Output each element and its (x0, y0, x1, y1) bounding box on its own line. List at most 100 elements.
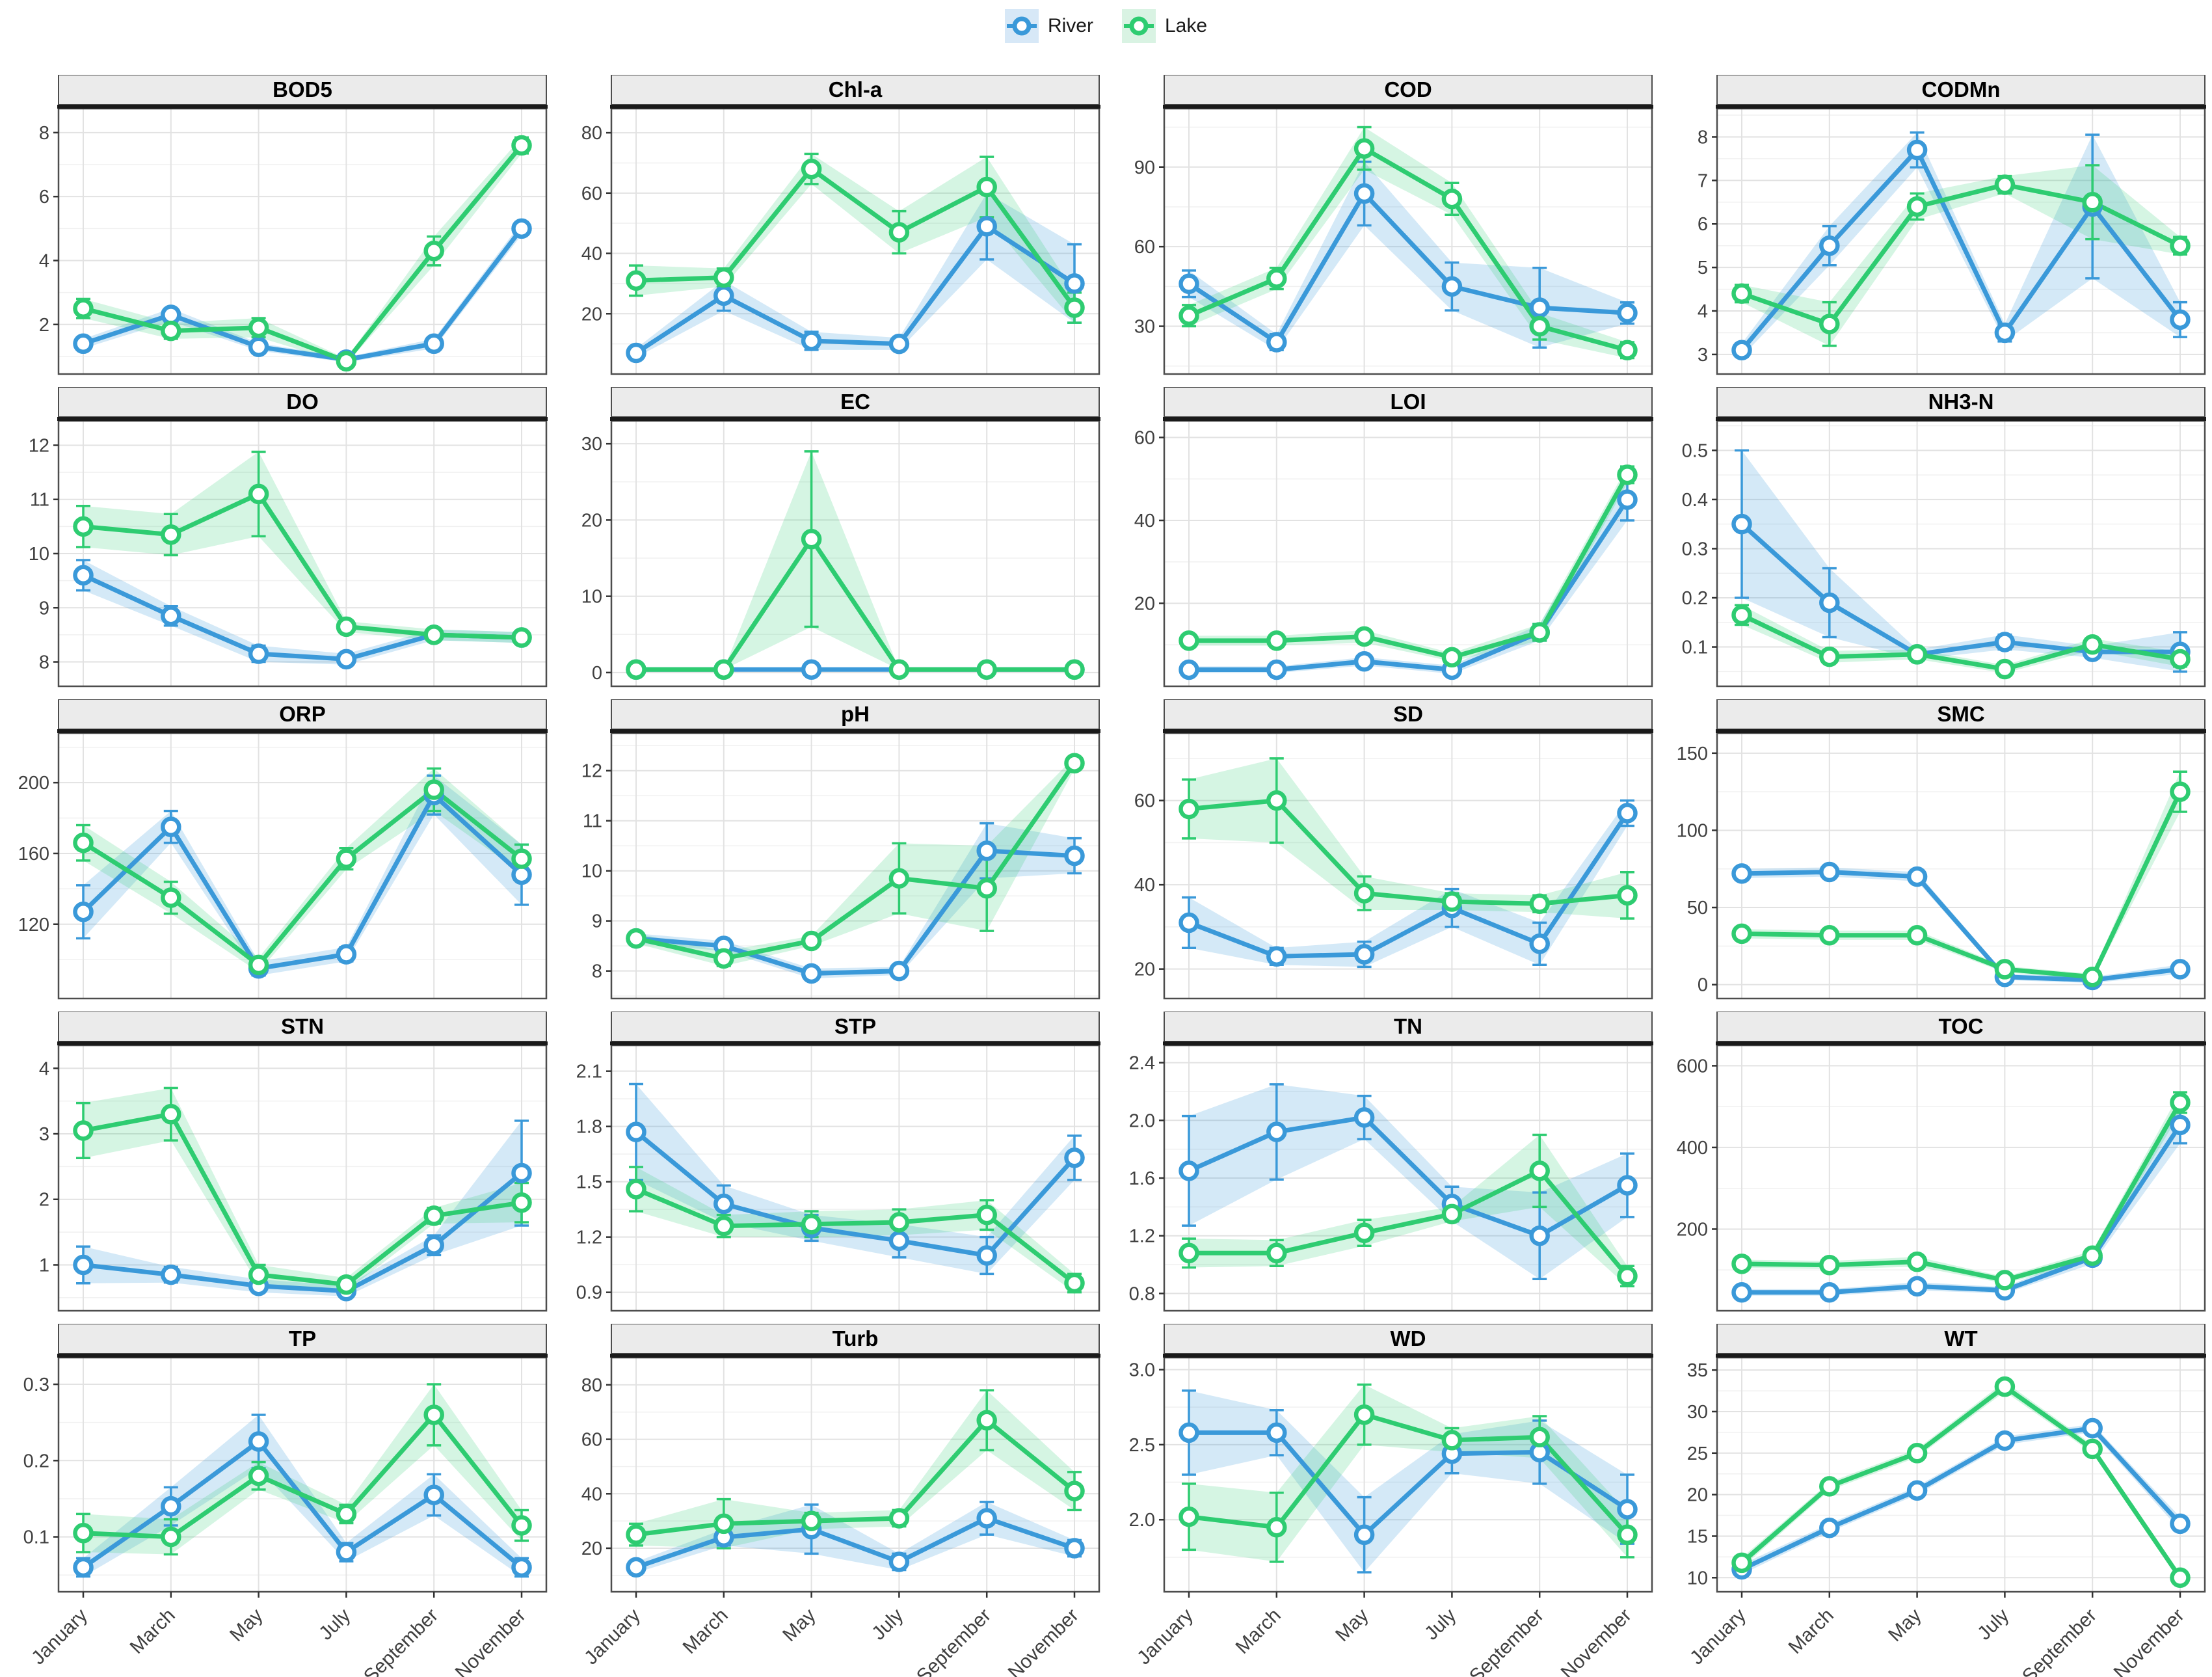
facet-strip: EC (610, 387, 1100, 421)
data-layer (626, 152, 1085, 364)
lake-markers (1179, 464, 1638, 668)
svg-text:0: 0 (1698, 975, 1708, 996)
svg-text:12: 12 (581, 761, 602, 782)
svg-text:8: 8 (39, 652, 49, 673)
river-markers (1179, 183, 1638, 353)
svg-text:2: 2 (39, 315, 49, 336)
lake-markers (626, 1410, 1085, 1545)
svg-text:40: 40 (1134, 511, 1155, 531)
x-tick-label: July (1973, 1605, 2013, 1644)
panel-SD: SD 20 40 60 (1134, 699, 1653, 1000)
y-axis: 20 40 60 (1134, 791, 1164, 980)
svg-text:25: 25 (1687, 1443, 1708, 1464)
panel-title: WT (1944, 1326, 1977, 1350)
lake-line (1188, 1412, 1629, 1536)
panel-title: STN (281, 1014, 324, 1038)
panel-title: COD (1384, 77, 1432, 101)
y-axis: 20 40 60 80 (581, 1375, 611, 1559)
svg-text:1.5: 1.5 (576, 1172, 602, 1193)
river-line (1740, 522, 2180, 657)
river-markers (73, 1431, 532, 1578)
x-tick-label: July (315, 1605, 354, 1644)
data-layer (1179, 1383, 1638, 1574)
data-layer (626, 1082, 1085, 1294)
river-ribbon (83, 775, 522, 976)
data-layer (1731, 1376, 2191, 1589)
svg-text:4: 4 (39, 250, 49, 271)
y-axis: 2.0 2.5 3.0 (1129, 1360, 1164, 1531)
facet-strip: WD (1163, 1324, 1653, 1358)
svg-text:10: 10 (581, 587, 602, 608)
river-line (1742, 1123, 2182, 1295)
lake-markers (73, 1104, 532, 1295)
lake-line (1741, 1101, 2183, 1283)
svg-text:0.5: 0.5 (1682, 440, 1708, 461)
facet-strip: SD (1163, 699, 1653, 733)
svg-text:2.1: 2.1 (576, 1062, 602, 1082)
svg-text:3: 3 (1698, 345, 1708, 366)
svg-text:40: 40 (581, 1484, 602, 1505)
gridlines (59, 1045, 546, 1311)
lake-line (82, 787, 524, 967)
panel-title: TN (1394, 1014, 1422, 1038)
river-line (1188, 191, 1628, 345)
river-ribbon (83, 559, 522, 665)
lake-ribbon (636, 451, 1074, 670)
lake-markers (1179, 790, 1638, 915)
panel-title: TOC (1938, 1014, 1983, 1038)
panel-Turb: Turb 20 40 60 80 January March May July September… (580, 1324, 1100, 1677)
facet-strip: BOD5 (57, 75, 548, 109)
panel-TOC: TOC 200 400 600 (1677, 1012, 2206, 1312)
x-tick-label: November (2110, 1605, 2189, 1677)
lake-ribbon (1189, 758, 1627, 919)
data-layer (1731, 1091, 2191, 1303)
svg-text:60: 60 (1134, 237, 1155, 258)
lake-ribbon (1742, 165, 2180, 346)
y-axis: 0 50 100 150 (1677, 744, 1717, 996)
svg-text:160: 160 (18, 844, 49, 865)
lake-markers (73, 779, 532, 976)
panel-STN: STN 1 2 3 4 (39, 1012, 548, 1312)
y-axis: 0.9 1.2 1.5 1.8 2.1 (576, 1062, 611, 1304)
svg-text:10: 10 (1687, 1568, 1708, 1589)
svg-text:20: 20 (581, 304, 602, 325)
lake-line (635, 762, 1076, 961)
svg-text:9: 9 (592, 911, 602, 932)
lake-line (1740, 182, 2181, 327)
lake-markers (1731, 781, 2191, 987)
svg-text:6: 6 (39, 187, 49, 208)
lake-markers (1179, 1404, 1638, 1546)
lake-line (1740, 613, 2181, 672)
lake-markers (1731, 1376, 2191, 1589)
river-ribbon (636, 1501, 1074, 1573)
svg-text:150: 150 (1677, 744, 1708, 764)
svg-text:0.2: 0.2 (1682, 588, 1708, 609)
svg-text:30: 30 (581, 434, 602, 455)
facet-strip: SMC (1716, 699, 2206, 733)
svg-text:12: 12 (29, 435, 49, 456)
river-markers (73, 1162, 532, 1302)
river-line (1740, 1426, 2182, 1572)
svg-text:0.4: 0.4 (1682, 490, 1708, 511)
river-line (1188, 1115, 1629, 1239)
lake-markers (626, 753, 1085, 969)
svg-text:20: 20 (1134, 959, 1155, 980)
gridlines (1164, 109, 1652, 374)
x-tick-label: January (27, 1605, 92, 1669)
lake-line (1189, 1168, 1629, 1278)
panel-CODMn: CODMn 3 4 5 6 7 8 (1698, 75, 2206, 375)
x-tick-label: September (360, 1605, 442, 1677)
lake-ribbon (636, 757, 1074, 966)
x-tick-label: March (1231, 1605, 1285, 1658)
river-markers (626, 1508, 1085, 1578)
panel-TN: TN 0.8 1.2 1.6 2.0 2.4 (1129, 1012, 1653, 1312)
y-axis: 2 4 6 8 (39, 123, 59, 336)
x-tick-label: May (1884, 1605, 1925, 1646)
panel-title: pH (841, 702, 870, 726)
x-tick-label: May (779, 1605, 820, 1646)
facet-strip: Turb (610, 1324, 1100, 1358)
facet-strip: Chl-a (610, 75, 1100, 109)
lake-ribbon (636, 1390, 1074, 1549)
river-line (82, 227, 524, 362)
